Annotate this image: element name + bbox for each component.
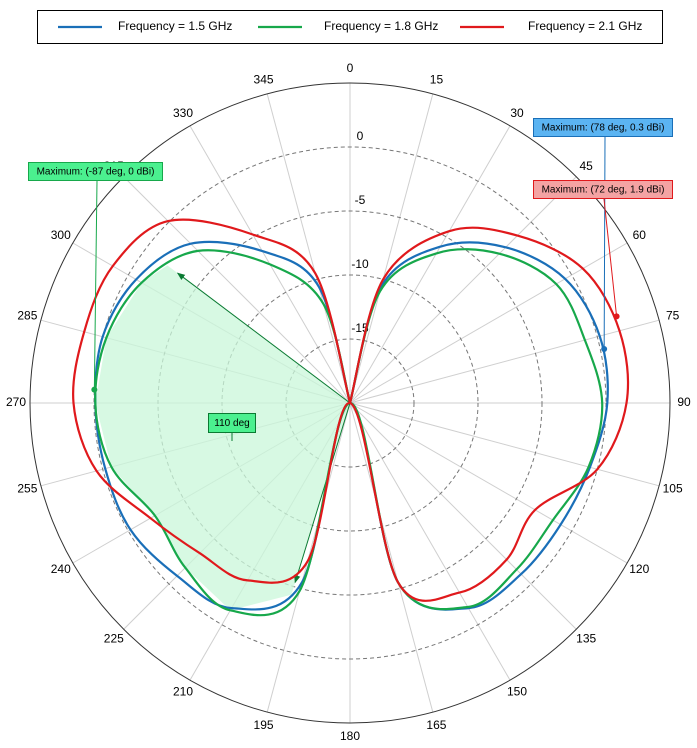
annotation-pointer <box>93 180 98 390</box>
angle-tick-label: 210 <box>173 684 193 698</box>
annotation-text: Maximum: (72 deg, 1.9 dBi) <box>542 185 665 196</box>
spoke <box>349 93 434 404</box>
angle-tick-label: 60 <box>633 228 647 242</box>
max-marker <box>601 345 608 352</box>
angle-tick-label: 165 <box>426 718 446 732</box>
annotation-box <box>533 180 673 199</box>
angle-tick-label: 300 <box>51 228 71 242</box>
r-tick-label: -10 <box>351 257 369 271</box>
spoke <box>349 125 511 404</box>
angle-tick-label: 30 <box>510 106 524 120</box>
angle-tick-label: 285 <box>17 309 37 323</box>
grid-ring <box>285 338 415 468</box>
legend-label: Frequency = 1.5 GHz <box>118 19 232 33</box>
spoke <box>349 242 628 404</box>
angle-tick-label: 180 <box>340 729 360 743</box>
angle-tick-label: 135 <box>576 631 596 645</box>
max-marker <box>91 386 98 393</box>
beamwidth-area <box>95 265 350 611</box>
annotation-text: Maximum: (78 deg, 0.3 dBi) <box>542 123 665 134</box>
angle-tick-label: 15 <box>430 73 444 87</box>
max-annotation: Maximum: (-87 deg, 0 dBi) <box>28 162 163 393</box>
max-marker <box>613 313 620 320</box>
beamwidth-label-box <box>208 413 256 433</box>
angle-tick-label: 270 <box>6 395 26 409</box>
angle-tick-label: 150 <box>507 684 527 698</box>
annotation-box <box>533 118 673 137</box>
angle-tick-label: 75 <box>666 309 680 323</box>
r-tick-label: -5 <box>355 193 366 207</box>
annotation-text: Maximum: (-87 deg, 0 dBi) <box>37 167 155 178</box>
annotation-box <box>28 162 163 181</box>
annotation-pointer <box>603 136 606 349</box>
max-annotation: Maximum: (78 deg, 0.3 dBi) <box>533 118 673 352</box>
spoke <box>349 402 577 630</box>
spoke <box>266 93 351 404</box>
angle-tick-label: 105 <box>663 482 683 496</box>
spoke <box>349 319 660 404</box>
angle-tick-label: 345 <box>254 73 274 87</box>
series-line <box>72 218 630 602</box>
r-tick-label: 0 <box>357 129 364 143</box>
legend-label: Frequency = 2.1 GHz <box>528 19 642 33</box>
outer-circle <box>29 82 671 724</box>
angle-tick-label: 90 <box>677 395 691 409</box>
grid-ring <box>93 146 607 660</box>
spoke <box>349 402 628 564</box>
angle-tick-label: 255 <box>17 482 37 496</box>
angle-tick-label: 0 <box>347 61 354 75</box>
angle-tick-label: 330 <box>173 106 193 120</box>
angle-tick-label: 225 <box>104 631 124 645</box>
beamwidth-label: 110 deg <box>208 413 256 441</box>
max-annotation: Maximum: (72 deg, 1.9 dBi) <box>533 180 673 320</box>
angle-tick-label: 120 <box>629 562 649 576</box>
beamwidth-edge <box>294 402 351 584</box>
angle-tick-label: 240 <box>51 562 71 576</box>
annotation-pointer <box>603 198 618 317</box>
angle-tick-label: 195 <box>254 718 274 732</box>
spoke <box>349 176 577 404</box>
spoke <box>349 402 434 713</box>
spoke <box>123 176 351 404</box>
spoke <box>349 402 511 681</box>
spoke <box>349 402 660 487</box>
angle-tick-label: 45 <box>579 159 593 173</box>
legend-label: Frequency = 1.8 GHz <box>324 19 438 33</box>
beamwidth-edge <box>176 272 351 404</box>
legend-box <box>37 10 663 44</box>
beamwidth-label-text: 110 deg <box>214 418 249 429</box>
